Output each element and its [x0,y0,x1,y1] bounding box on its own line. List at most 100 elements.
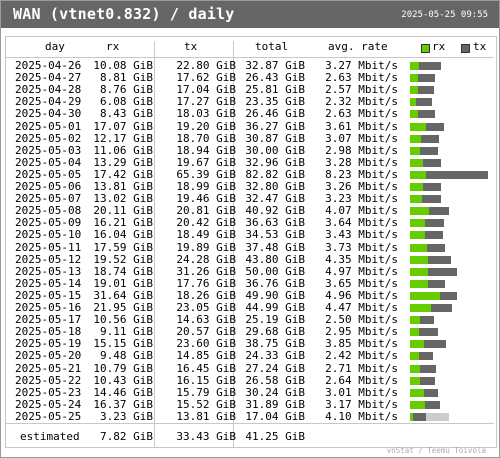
column-header-tx: tx [184,40,198,53]
avg-rate-cell: 3.61 Mbit/s [325,119,398,133]
tx-cell: 16.45 GiB [176,361,236,375]
rx-bar [410,412,414,421]
table-row: 2025-05-13 18.74 GiB 31.26 GiB 50.00 GiB 4.9… [6,264,494,278]
rx-cell: 16.04 GiB [93,228,153,242]
day-cell: 2025-04-28 [15,83,82,97]
column-separator [154,41,155,448]
tx-bar [424,340,447,349]
tx-cell: 14.63 GiB [176,313,236,327]
tx-bar [430,304,453,312]
tx-bar [425,231,443,240]
total-cell: 82.82 GiB [245,167,305,181]
table-row: 2025-05-20 9.48 GiB 14.85 GiB 24.33 GiB 2.42… [6,350,494,362]
avg-rate-cell: 4.35 Mbit/s [325,252,398,266]
rx-bar [410,352,419,361]
avg-rate-cell: 2.32 Mbit/s [325,95,398,109]
day-cell: 2025-05-02 [15,131,82,145]
rx-cell: 17.42 GiB [93,167,153,181]
avg-rate-cell: 4.96 Mbit/s [325,288,398,302]
table-row: 2025-04-29 6.08 GiB 17.27 GiB 23.35 GiB 2.32… [6,96,494,108]
tx-bar [439,291,457,300]
tx-cell: 18.99 GiB [176,180,236,193]
title-bar: WAN (vtnet0.832) / daily 2025-05-25 09:5… [1,1,499,28]
table-row: 2025-04-27 8.81 GiB 17.62 GiB 26.43 GiB 2.63… [6,72,494,84]
tx-cell: 18.26 GiB [176,288,236,302]
table-row: 2025-05-04 13.29 GiB 19.67 GiB 32.96 GiB 3.2… [6,155,494,169]
tx-cell: 17.04 GiB [176,83,236,97]
rx-bar [410,62,420,70]
tx-bar [422,158,442,167]
table-row: 2025-05-14 19.01 GiB 17.76 GiB 36.76 GiB 3.6… [6,277,494,290]
rx-bar [410,388,424,397]
tx-cell: 19.89 GiB [176,240,236,254]
total-cell: 30.24 GiB [245,385,305,399]
tx-bar [420,146,439,155]
rx-cell: 17.07 GiB [93,119,153,133]
avg-rate-cell: 2.57 Mbit/s [325,83,398,97]
avg-rate-cell: 3.17 Mbit/s [325,397,398,411]
tx-bar [426,243,446,252]
table-row: 2025-05-24 16.37 GiB 15.52 GiB 31.89 GiB 3.1… [6,397,494,411]
rx-cell: 18.74 GiB [93,264,153,278]
tx-cell: 22.80 GiB [176,59,236,72]
tx-bar [418,352,433,361]
rx-bar [410,219,426,228]
tx-cell: 15.52 GiB [176,397,236,411]
summary-divider [6,423,494,424]
rx-bar [410,364,421,373]
day-cell: 2025-04-26 [15,59,82,72]
avg-rate-cell: 4.10 Mbit/s [325,409,398,423]
day-cell: 2025-05-23 [15,385,82,399]
table-row: 2025-05-17 10.56 GiB 14.63 GiB 25.19 GiB 2.5… [6,314,494,326]
tx-cell: 23.60 GiB [176,337,236,351]
estimated-tx: 33.43 GiB [176,430,236,443]
total-cell: 32.47 GiB [245,192,305,206]
rx-bar [410,170,427,179]
table-row: 2025-05-18 9.11 GiB 20.57 GiB 29.68 GiB 2.95… [6,326,494,338]
avg-rate-cell: 2.63 Mbit/s [325,71,398,85]
day-cell: 2025-05-15 [15,288,82,302]
day-cell: 2025-05-01 [15,119,82,133]
tx-bar [419,62,441,70]
total-cell: 26.58 GiB [245,373,305,387]
day-cell: 2025-05-04 [15,155,82,169]
tx-cell: 23.05 GiB [176,301,236,314]
total-cell: 30.87 GiB [245,131,305,145]
total-cell: 38.75 GiB [245,337,305,351]
header-divider [6,57,494,58]
avg-rate-cell: 4.47 Mbit/s [325,301,398,314]
tx-bar [428,255,452,264]
rx-cell: 16.21 GiB [93,216,153,230]
rx-bar [410,400,426,409]
column-header-total: total [255,40,289,53]
total-cell: 50.00 GiB [245,264,305,278]
rx-cell: 10.79 GiB [93,361,153,375]
estimated-total: 41.25 GiB [245,430,305,443]
tx-bar [427,279,445,288]
total-cell: 49.90 GiB [245,288,305,302]
rx-cell: 6.08 GiB [100,95,153,109]
legend-tx-label: tx [473,40,487,53]
avg-rate-cell: 3.07 Mbit/s [325,131,398,145]
rx-bar [410,110,418,119]
total-cell: 25.19 GiB [245,313,305,327]
total-cell: 32.87 GiB [245,59,305,72]
tx-bar [418,328,438,337]
rx-bar [410,376,420,385]
day-cell: 2025-05-05 [15,167,82,181]
tx-bar [426,122,445,131]
table-row: 2025-05-11 17.59 GiB 19.89 GiB 37.48 GiB 3.7… [6,240,494,254]
total-cell: 44.99 GiB [245,301,305,314]
tx-cell: 20.42 GiB [176,216,236,230]
table-row: 2025-05-10 16.04 GiB 18.49 GiB 34.53 GiB 3.4… [6,229,494,241]
rx-cell: 17.59 GiB [93,240,153,254]
day-cell: 2025-05-08 [15,204,82,218]
table-row: 2025-05-16 21.95 GiB 23.05 GiB 44.99 GiB 4.4… [6,302,494,314]
tx-bar [413,412,427,421]
day-cell: 2025-04-29 [15,95,82,109]
total-cell: 32.96 GiB [245,155,305,169]
day-cell: 2025-05-22 [15,373,82,387]
rx-bar [410,279,428,288]
tx-bar [426,170,488,179]
tx-cell: 31.26 GiB [176,264,236,278]
